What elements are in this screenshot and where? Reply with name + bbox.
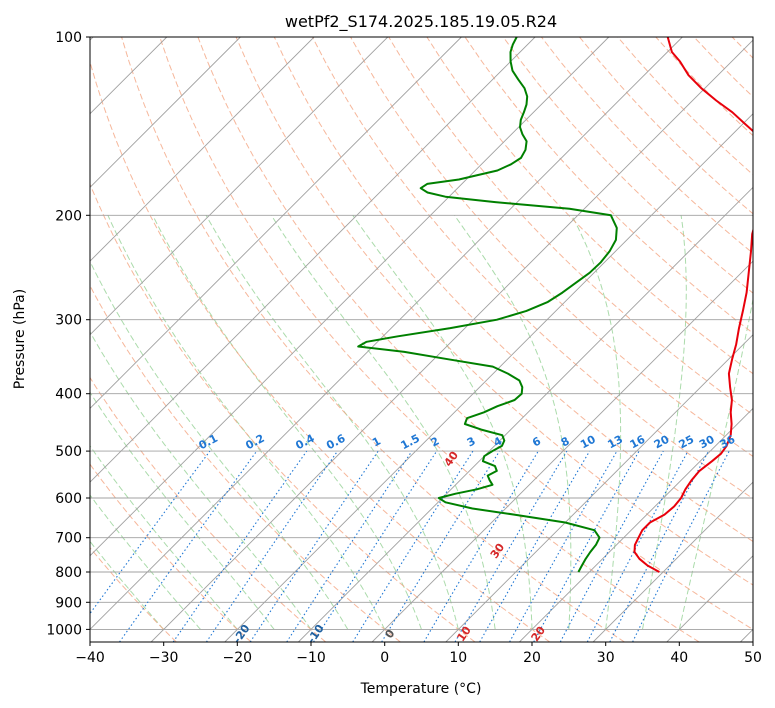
mixing-ratio-label: 20 <box>652 433 672 452</box>
x-tick-label: −40 <box>75 650 105 666</box>
y-tick-label: 900 <box>55 595 82 611</box>
isotherm <box>592 481 753 642</box>
dewpoint-profile <box>357 37 618 573</box>
y-tick-label: 400 <box>55 387 82 403</box>
mixing-ratio-line <box>205 450 338 642</box>
isotherm <box>224 113 753 642</box>
mixing-ratio-line <box>381 450 500 642</box>
x-axis: −40 −30 −20 −10 0 10 20 30 40 50 <box>75 642 762 666</box>
x-axis-title: Temperature (°C) <box>360 681 482 697</box>
x-tick-label: 20 <box>523 650 541 666</box>
temperature-profile <box>633 37 753 573</box>
y-tick-label: 800 <box>55 565 82 581</box>
dry-adiabat <box>388 37 753 416</box>
dry-adiabat <box>90 182 476 642</box>
mixing-ratio-label: 16 <box>628 433 648 452</box>
isotherm <box>150 39 753 642</box>
y-tick-label: 1000 <box>46 622 82 638</box>
mixing-ratio-label: 30 <box>697 433 717 452</box>
y-tick-label: 600 <box>55 491 82 507</box>
mixing-ratio-line <box>632 450 730 642</box>
chart-title: wetPf2_S174.2025.185.19.05.R24 <box>285 12 557 32</box>
mixing-ratio-label: 25 <box>677 433 697 452</box>
x-tick-label: 10 <box>449 650 467 666</box>
x-tick-label: −20 <box>223 650 253 666</box>
mixing-ratio-label: 10 <box>578 433 598 452</box>
isotherm <box>90 37 315 262</box>
mixing-ratio-line <box>286 450 413 642</box>
dry-adiabat <box>90 376 327 642</box>
x-tick-label: 50 <box>744 650 762 666</box>
isotherm <box>90 37 610 557</box>
y-axis-title: Pressure (hPa) <box>12 289 28 389</box>
y-axis: 100 200 300 400 500 600 700 800 900 1000 <box>46 30 90 638</box>
moist-adiabat <box>90 540 165 630</box>
mixing-ratio-label: 13 <box>605 433 625 452</box>
moist-adiabat <box>152 215 422 630</box>
dry-adiabat <box>502 37 753 294</box>
dry-adiabat <box>235 37 753 586</box>
isotherm <box>90 37 462 410</box>
dry-adiabat <box>90 546 177 642</box>
isotherm <box>90 37 536 483</box>
mixing-ratio-line <box>119 450 258 642</box>
y-tick-label: 300 <box>55 313 82 329</box>
moist-adiabat <box>90 445 238 630</box>
y-tick-label: 200 <box>55 208 82 224</box>
dry-adiabat <box>426 37 753 375</box>
mixing-ratio-label: 36 <box>718 433 738 452</box>
mixing-ratio-line <box>249 450 379 642</box>
isotherm <box>519 407 753 642</box>
dry-adiabat <box>90 463 252 642</box>
moist-adiabat <box>205 215 459 630</box>
mixing-ratio-line <box>509 450 618 642</box>
sounding-profiles <box>357 37 753 573</box>
moist-adiabat <box>571 215 622 630</box>
y-tick-label: 100 <box>55 30 82 46</box>
moist-adiabat <box>642 215 687 630</box>
mixing-ratio-line <box>172 450 308 642</box>
dry-adiabat <box>197 37 753 630</box>
x-tick-label: −30 <box>149 650 179 666</box>
dry-adiabat <box>90 60 551 642</box>
mixing-ratio-line <box>559 450 664 642</box>
x-tick-label: −10 <box>296 650 326 666</box>
moist-adiabat <box>90 494 201 630</box>
mixing-ratio-line <box>90 450 211 615</box>
plot-frame <box>89 36 754 643</box>
isotherm <box>90 37 389 336</box>
x-tick-label: 30 <box>597 650 615 666</box>
isotherm <box>298 186 753 642</box>
moist-adiabat <box>90 391 275 630</box>
y-tick-label: 700 <box>55 531 82 547</box>
isotherm <box>371 260 753 642</box>
dry-adiabat <box>121 37 625 642</box>
moist-adiabat <box>678 296 753 630</box>
mixing-ratio-line <box>533 450 640 642</box>
isotherm <box>90 37 241 189</box>
x-tick-label: 0 <box>380 650 389 666</box>
mixing-ratio-line <box>313 450 438 642</box>
y-tick-label: 500 <box>55 444 82 460</box>
x-tick-label: 40 <box>670 650 688 666</box>
isotherm <box>445 334 753 642</box>
